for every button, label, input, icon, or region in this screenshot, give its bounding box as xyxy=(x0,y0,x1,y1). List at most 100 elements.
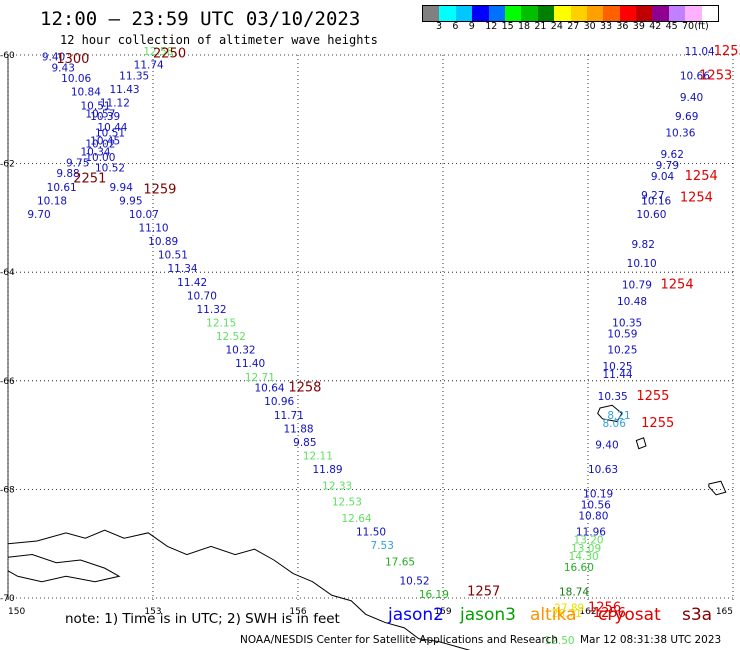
wave-height-labels: 9.409.4310.0610.8410.5110.3910.4410.5110… xyxy=(27,46,715,647)
wave-height-label: 10.10 xyxy=(627,258,657,270)
pass-time-label: 1256 xyxy=(593,606,626,621)
wave-height-label: 12.71 xyxy=(245,372,275,384)
color-swatch xyxy=(636,6,653,21)
wave-height-label: 8.21 xyxy=(607,410,630,422)
legend-s3a: s3a xyxy=(682,605,713,625)
note-text: note: 1) Time is in UTC; 2) SWH is in fe… xyxy=(65,611,340,627)
wave-height-label: 10.51 xyxy=(158,250,188,262)
color-swatch xyxy=(521,6,538,21)
color-legend-label: 45 xyxy=(665,21,678,32)
color-swatch xyxy=(488,6,505,21)
color-legend-label: 36 xyxy=(616,21,629,32)
wave-height-label: 12.15 xyxy=(206,318,236,330)
color-legend-label: 12 xyxy=(485,21,498,32)
wave-height-label: 10.63 xyxy=(588,464,618,476)
wave-height-label: 9.43 xyxy=(52,62,75,74)
color-legend-label: 24 xyxy=(550,21,563,32)
wave-height-label: 10.25 xyxy=(603,361,633,373)
wave-height-label: 10.89 xyxy=(148,236,178,248)
wave-height-label: 11.50 xyxy=(356,527,386,539)
lat-tick-label: -60 xyxy=(0,51,15,61)
wave-height-label: 14.30 xyxy=(569,551,599,563)
wave-height-label: 26.71 xyxy=(552,608,582,620)
wave-height-label: 9.40 xyxy=(595,440,618,452)
wave-height-label: 10.35 xyxy=(612,318,642,330)
pass-time-label: 1257 xyxy=(467,584,500,599)
color-swatch xyxy=(668,6,686,21)
wave-height-label: 9.70 xyxy=(27,209,50,221)
wave-height-label: 9.94 xyxy=(110,182,134,194)
pass-time-label: 1256 xyxy=(588,601,621,616)
wave-height-label: 12.58 xyxy=(143,46,173,58)
color-legend-label: 6 xyxy=(452,21,459,32)
color-swatch xyxy=(685,6,702,21)
map-grid xyxy=(7,54,734,600)
wave-height-label: 10.25 xyxy=(607,345,637,357)
wave-height-label: 9.40 xyxy=(680,92,703,104)
pass-time-label: 1300 xyxy=(56,52,89,67)
footer-credit: NOAA/NESDIS Center for Satellite Applica… xyxy=(240,634,558,646)
color-legend-label: 21 xyxy=(534,21,547,32)
wave-height-label: 10.84 xyxy=(71,87,101,99)
wave-height-label: 7.53 xyxy=(371,540,394,552)
coastline-path xyxy=(7,529,471,650)
wave-height-label: 10.70 xyxy=(187,290,217,302)
color-legend-label: 15 xyxy=(501,21,514,32)
coastline xyxy=(7,404,727,650)
color-swatch xyxy=(537,6,555,21)
wave-height-label: 10.80 xyxy=(578,510,608,522)
lat-tick-label: -70 xyxy=(0,594,15,604)
wave-height-label: 11.42 xyxy=(177,277,207,289)
lat-tick-label: -62 xyxy=(0,160,15,170)
wave-height-label: 10.51 xyxy=(95,127,125,139)
wave-height-label: 11.44 xyxy=(603,369,633,381)
legend-altika: altika xyxy=(530,605,577,625)
wave-height-label: 10.35 xyxy=(598,391,628,403)
wave-height-label: 9.82 xyxy=(632,239,655,251)
wave-height-label: 10.06 xyxy=(61,73,91,85)
pass-time-label: 1258 xyxy=(288,381,321,396)
wave-height-label: 8.06 xyxy=(603,418,627,430)
lon-tick-label: 153 xyxy=(144,607,161,617)
pass-time-label: 1259 xyxy=(143,182,176,197)
lat-tick-label: -64 xyxy=(0,268,15,278)
wave-height-label: 12.52 xyxy=(216,331,246,343)
color-swatch xyxy=(570,6,587,21)
island-outline xyxy=(635,437,647,450)
pass-time-label: 2251 xyxy=(73,172,106,187)
wave-height-label: 11.96 xyxy=(576,527,606,539)
axis-ticks: 150 153 156 159 162 165 -60 -62 -64 -66 -68 -70 xyxy=(0,51,733,617)
wave-height-label: 10.02 xyxy=(85,138,115,150)
color-swatch xyxy=(603,6,620,21)
page-title: 12:00 — 23:59 UTC 03/10/2023 xyxy=(40,8,361,30)
coastline-inlet xyxy=(7,554,121,583)
wave-height-label: 13.20 xyxy=(574,535,604,547)
wave-height-label: 9.62 xyxy=(661,149,684,161)
color-legend-label: 70 xyxy=(682,21,695,32)
wave-height-label: 11.34 xyxy=(168,263,198,275)
color-legend-label: 30 xyxy=(583,21,596,32)
wave-height-label: 11.71 xyxy=(274,410,304,422)
color-legend-label: 3 xyxy=(436,21,443,32)
color-legend-label: 27 xyxy=(567,21,580,32)
wave-height-label: 10.52 xyxy=(400,575,430,587)
wave-height-label: 16.60 xyxy=(564,562,594,574)
wave-height-label: 11.43 xyxy=(110,84,140,96)
pass-time-label: 1254 xyxy=(661,277,694,292)
wave-height-label: 10.32 xyxy=(226,345,256,357)
color-swatch xyxy=(455,6,473,21)
wave-height-label: 27.89 xyxy=(554,603,584,615)
color-swatch xyxy=(619,6,637,21)
pass-time-label: 1254 xyxy=(680,191,713,206)
pass-time-label: 1255 xyxy=(636,389,669,404)
legend-jason2: jason2 xyxy=(388,605,444,625)
wave-height-label: 9.85 xyxy=(293,437,316,449)
wave-height-label: 10.64 xyxy=(255,383,285,395)
pass-time-label: 1253 xyxy=(714,44,740,59)
lon-tick-label: 165 xyxy=(716,607,733,617)
color-swatch xyxy=(472,6,489,21)
wave-height-label: 11.89 xyxy=(313,464,343,476)
wave-height-label: 9.75 xyxy=(66,157,89,169)
wave-height-label: 10.61 xyxy=(47,182,77,194)
pass-time-label: 2250 xyxy=(153,47,186,62)
